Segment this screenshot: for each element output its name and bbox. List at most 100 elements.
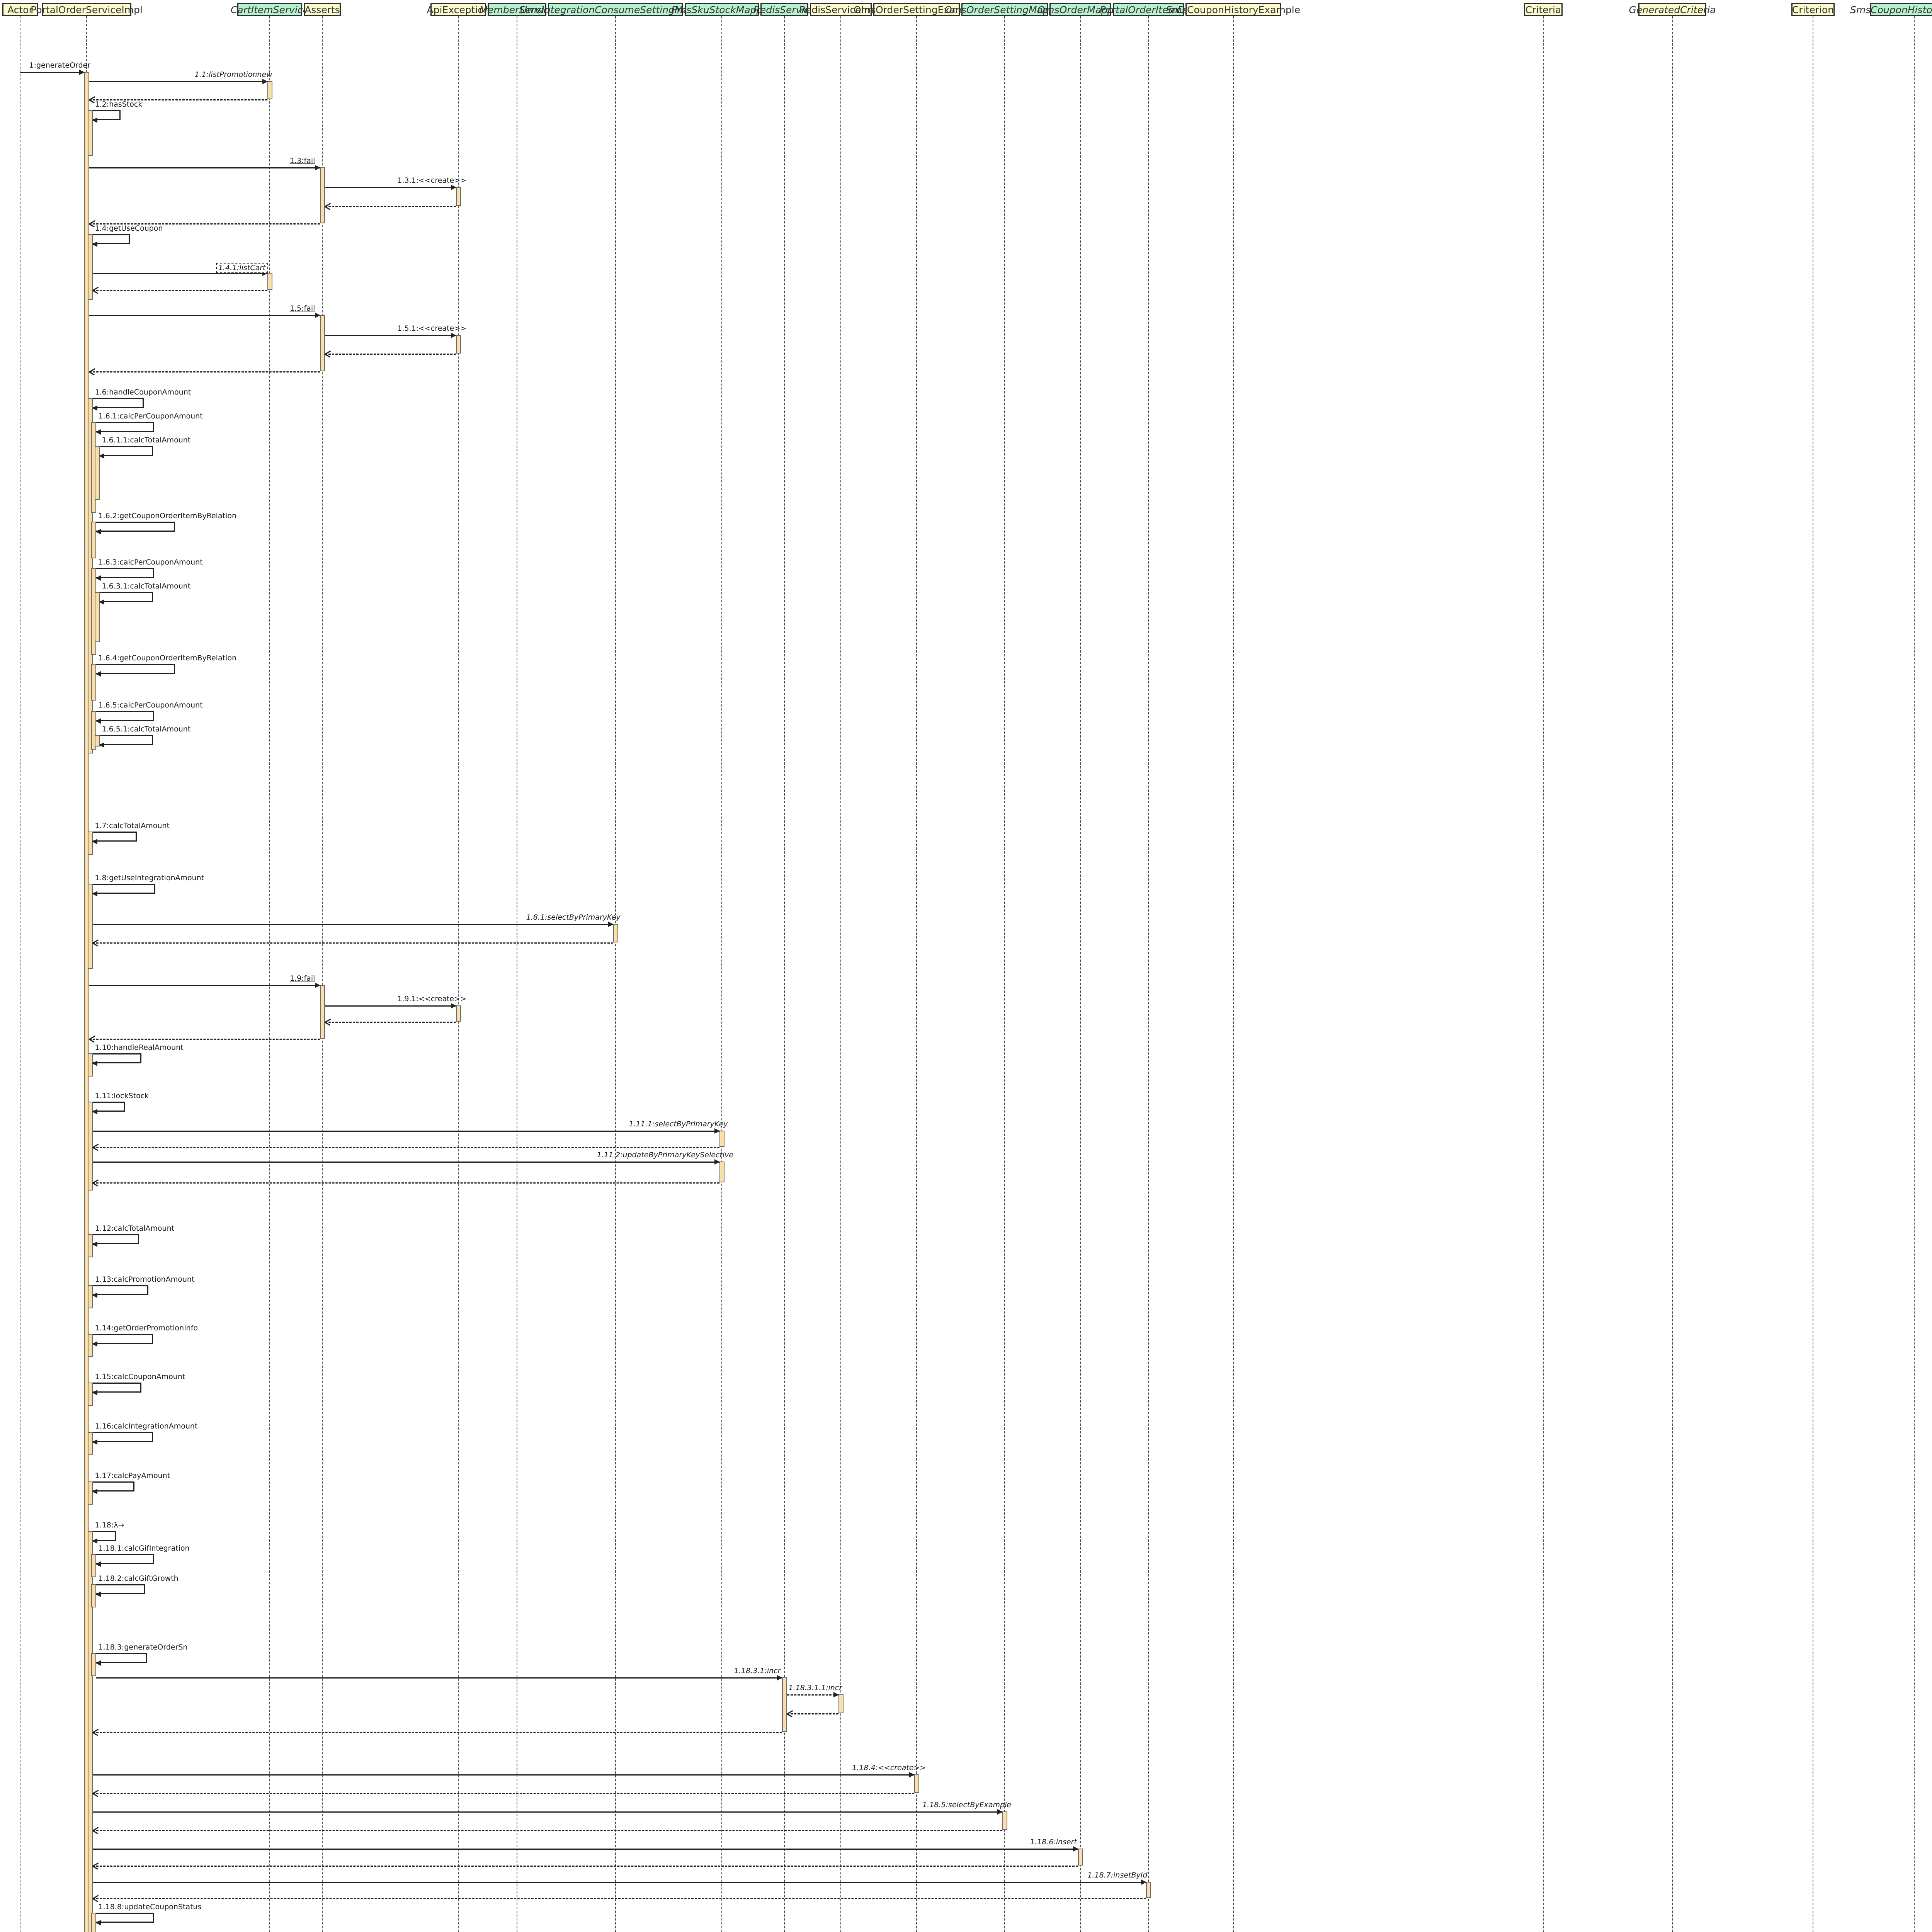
message-line-1.11.2r[interactable] xyxy=(92,1182,719,1184)
lifeline-header-GeneratedCriteria[interactable]: GeneratedCriteria xyxy=(1629,3,1716,16)
lifeline-stem-SmsCouponHistoryMapper xyxy=(1914,16,1915,1932)
message-line-1.18.6[interactable] xyxy=(92,1849,1078,1850)
lifeline-header-RedisServiceImpl[interactable]: RedisServiceImpl xyxy=(799,3,882,16)
message-line-1.3r[interactable] xyxy=(89,223,320,224)
lifeline-stem-UmsIntegrationConsumeSettingMapper xyxy=(615,16,616,1932)
message-line-1.11.1r[interactable] xyxy=(92,1147,719,1148)
lifeline-header-ApiException[interactable]: ApiException xyxy=(427,3,490,16)
self-message-1.12[interactable] xyxy=(92,1234,139,1244)
message-line-1.9r[interactable] xyxy=(89,1039,320,1040)
self-message-1.7[interactable] xyxy=(92,832,137,842)
message-line-1.18.5r[interactable] xyxy=(92,1830,1002,1831)
self-message-1.18.2[interactable] xyxy=(96,1584,145,1594)
message-label-1.18.3: 1.18.3:generateOrderSn xyxy=(98,1643,188,1651)
message-line-1.1[interactable] xyxy=(89,81,267,82)
return-arrowhead-icon xyxy=(325,1019,331,1025)
activation-bar-Asserts xyxy=(320,167,325,223)
self-message-1.2[interactable] xyxy=(92,110,121,120)
message-label-1.9.1: 1.9.1:<<create>> xyxy=(397,995,467,1003)
self-message-1.16[interactable] xyxy=(92,1432,153,1442)
return-arrowhead-icon xyxy=(93,1179,99,1185)
message-line-1.9[interactable] xyxy=(89,985,320,986)
arrowhead-left-icon xyxy=(95,529,101,534)
message-line-1.18.4r[interactable] xyxy=(92,1793,914,1794)
lifeline-header-Actor[interactable]: Actor xyxy=(2,3,38,16)
message-line-1.18.3.1.1[interactable] xyxy=(787,1694,838,1696)
arrowhead-left-icon xyxy=(92,1341,97,1347)
message-line-1.8.1[interactable] xyxy=(92,924,613,925)
lifeline-header-UmsIntegrationConsumeSettingMapper[interactable]: UmsIntegrationConsumeSettingMapper xyxy=(520,3,711,16)
self-message-1.15[interactable] xyxy=(92,1383,141,1393)
message-line-1.9.1r[interactable] xyxy=(325,1022,456,1023)
message-line-1.8.1r[interactable] xyxy=(92,942,613,944)
message-line-1.11.2[interactable] xyxy=(92,1162,719,1163)
lifeline-header-MemberService[interactable]: MemberService xyxy=(479,3,555,16)
message-label-1.8: 1.8:getUseIntegrationAmount xyxy=(95,874,204,882)
message-line-1.5[interactable] xyxy=(89,315,320,316)
lifeline-header-PmsSkuStockMapper[interactable]: PmsSkuStockMapper xyxy=(671,3,772,16)
self-message-1.14[interactable] xyxy=(92,1334,153,1344)
self-message-1.6.3.1[interactable] xyxy=(99,592,153,602)
message-line-1.4.1[interactable] xyxy=(92,273,267,274)
lifeline-header-Criteria[interactable]: Criteria xyxy=(1524,3,1563,16)
arrowhead-right-icon xyxy=(315,165,320,170)
self-message-1.18[interactable] xyxy=(92,1531,116,1541)
message-line-1.18.3.1r[interactable] xyxy=(92,1732,782,1733)
message-line-1.1r[interactable] xyxy=(89,99,267,100)
self-message-1.18.8[interactable] xyxy=(96,1913,154,1923)
lifeline-header-Criterion[interactable]: Criterion xyxy=(1791,3,1835,16)
self-message-1.6.5.1[interactable] xyxy=(99,735,153,745)
self-message-1.6[interactable] xyxy=(92,398,144,408)
self-message-1.18.1[interactable] xyxy=(96,1554,154,1564)
arrowhead-right-icon xyxy=(997,1809,1003,1815)
self-message-1.6.3[interactable] xyxy=(96,568,154,578)
message-line-1.11.1[interactable] xyxy=(92,1131,719,1132)
message-line-1.18.4[interactable] xyxy=(92,1774,914,1776)
self-message-1.10[interactable] xyxy=(92,1053,141,1063)
message-line-1.18.3.1.1r[interactable] xyxy=(787,1713,838,1714)
self-message-1.17[interactable] xyxy=(92,1481,134,1492)
lifeline-header-CartItemService[interactable]: CartItemService xyxy=(231,3,309,16)
message-line-1.5r[interactable] xyxy=(89,371,320,372)
message-line-1.18.5[interactable] xyxy=(92,1811,1002,1813)
lifeline-header-RedisService[interactable]: RedisService xyxy=(753,3,816,16)
arrowhead-right-icon xyxy=(714,1159,720,1165)
message-line-1[interactable] xyxy=(20,72,84,73)
arrowhead-right-icon xyxy=(608,922,614,927)
self-message-1.18.3[interactable] xyxy=(96,1653,147,1663)
message-label-1.18.8: 1.18.8:updateCouponStatus xyxy=(98,1903,202,1911)
lifeline-stem-Criteria xyxy=(1543,16,1544,1932)
arrowhead-left-icon xyxy=(95,1920,101,1925)
message-line-1.3.1[interactable] xyxy=(325,187,456,188)
arrowhead-right-icon xyxy=(451,185,456,190)
message-line-1.18.7r[interactable] xyxy=(92,1898,1146,1899)
self-message-1.13[interactable] xyxy=(92,1285,148,1295)
lifeline-header-OmsOrderMapper[interactable]: OmsOrderMapper xyxy=(1037,3,1123,16)
self-message-1.4[interactable] xyxy=(92,234,130,244)
message-line-1.18.7[interactable] xyxy=(92,1882,1146,1883)
message-line-1.18.6r[interactable] xyxy=(92,1866,1078,1867)
lifeline-header-OmsOrderSettingExample[interactable]: OmsOrderSettingExample xyxy=(854,3,980,16)
lifeline-header-PortalOrderServiceImpl[interactable]: PortalOrderServiceImpl xyxy=(31,3,143,16)
message-line-1.3.1r[interactable] xyxy=(325,206,456,207)
message-line-1.18.3.1[interactable] xyxy=(96,1677,782,1679)
self-message-1.6.4[interactable] xyxy=(96,664,175,674)
self-message-1.6.2[interactable] xyxy=(96,522,175,532)
arrowhead-right-icon xyxy=(451,333,456,338)
message-line-1.9.1[interactable] xyxy=(325,1005,456,1007)
lifeline-stem-PortalOrderItemDao xyxy=(1148,16,1149,1932)
self-message-1.6.1.1[interactable] xyxy=(99,446,153,456)
message-line-1.4.1r[interactable] xyxy=(92,290,267,291)
lifeline-header-OmsOrderSettingMapper[interactable]: OmsOrderSettingMapper xyxy=(944,3,1065,16)
self-message-1.11[interactable] xyxy=(92,1102,125,1112)
self-message-1.6.5[interactable] xyxy=(96,711,154,721)
lifeline-header-SmsCouponHistoryMapper[interactable]: SmsCouponHistoryMapper xyxy=(1850,3,1932,16)
lifeline-header-Asserts[interactable]: Asserts xyxy=(304,3,341,16)
message-line-1.5.1r[interactable] xyxy=(325,354,456,355)
message-line-1.5.1[interactable] xyxy=(325,335,456,336)
self-message-1.8[interactable] xyxy=(92,884,155,894)
lifeline-header-SmsCouponHistoryExample[interactable]: SmsCouponHistoryExample xyxy=(1167,3,1300,16)
self-message-1.6.1[interactable] xyxy=(96,422,154,432)
lifeline-header-PortalOrderItemDao[interactable]: PortalOrderItemDao xyxy=(1100,3,1197,16)
message-line-1.3[interactable] xyxy=(89,167,320,168)
